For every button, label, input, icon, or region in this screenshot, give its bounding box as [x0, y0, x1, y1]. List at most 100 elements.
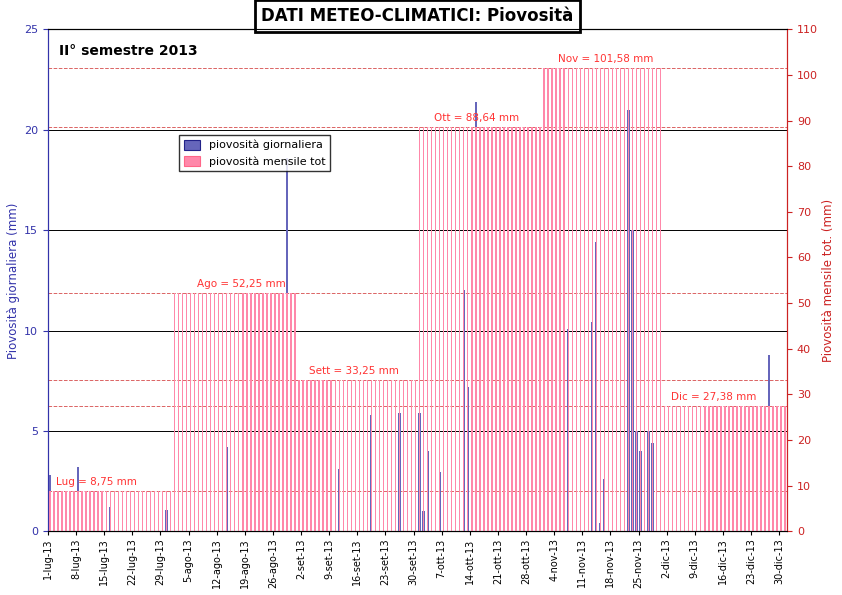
- Bar: [109, 491, 111, 531]
- Bar: [250, 293, 252, 531]
- Bar: [495, 127, 497, 531]
- Bar: [652, 68, 653, 531]
- Bar: [483, 127, 484, 531]
- Bar: [350, 380, 352, 531]
- Bar: [298, 524, 300, 531]
- Bar: [592, 68, 593, 531]
- Bar: [639, 451, 642, 531]
- Bar: [162, 491, 163, 531]
- Text: Ago = 52,25 mm: Ago = 52,25 mm: [196, 279, 285, 289]
- Bar: [603, 479, 605, 531]
- Bar: [49, 475, 51, 531]
- Bar: [61, 491, 62, 531]
- Bar: [499, 127, 501, 531]
- Bar: [627, 109, 630, 531]
- Bar: [704, 499, 706, 531]
- Bar: [772, 491, 774, 531]
- Bar: [53, 521, 55, 531]
- Bar: [712, 406, 713, 531]
- Bar: [568, 68, 569, 531]
- Bar: [475, 127, 477, 531]
- Bar: [294, 404, 296, 531]
- Bar: [439, 127, 440, 531]
- Bar: [455, 127, 456, 531]
- Bar: [286, 158, 288, 531]
- Bar: [134, 491, 135, 531]
- Text: II° semestre 2013: II° semestre 2013: [59, 45, 198, 58]
- Bar: [776, 406, 778, 531]
- Bar: [98, 491, 99, 531]
- Bar: [130, 491, 131, 531]
- Bar: [451, 127, 452, 531]
- Bar: [102, 491, 103, 531]
- Bar: [370, 380, 372, 531]
- Bar: [660, 68, 661, 531]
- Bar: [295, 293, 296, 531]
- Bar: [443, 127, 445, 531]
- Bar: [202, 293, 203, 531]
- Bar: [547, 68, 549, 531]
- Bar: [402, 380, 404, 531]
- Bar: [290, 343, 292, 531]
- Bar: [338, 469, 340, 531]
- Bar: [114, 491, 115, 531]
- Bar: [462, 290, 465, 531]
- Bar: [495, 525, 497, 531]
- Bar: [556, 68, 557, 531]
- Bar: [604, 68, 605, 531]
- Bar: [105, 491, 107, 531]
- Bar: [125, 491, 127, 531]
- Bar: [178, 293, 179, 531]
- Bar: [540, 127, 541, 531]
- Bar: [343, 380, 344, 531]
- Bar: [230, 293, 232, 531]
- Bar: [274, 293, 275, 531]
- Bar: [347, 380, 348, 531]
- Bar: [66, 491, 67, 531]
- Bar: [471, 379, 473, 531]
- Bar: [190, 293, 191, 531]
- Bar: [327, 380, 328, 531]
- Bar: [226, 293, 227, 531]
- Bar: [270, 293, 272, 531]
- Bar: [664, 406, 665, 531]
- Bar: [354, 380, 356, 531]
- Bar: [588, 68, 589, 531]
- Bar: [146, 491, 147, 531]
- Bar: [684, 406, 685, 531]
- Bar: [77, 467, 79, 531]
- Bar: [314, 380, 316, 531]
- Bar: [688, 406, 690, 531]
- Bar: [234, 293, 236, 531]
- Bar: [278, 293, 280, 531]
- Bar: [740, 508, 742, 531]
- Bar: [253, 508, 256, 531]
- Bar: [467, 127, 468, 531]
- Bar: [507, 475, 509, 531]
- Bar: [282, 395, 284, 531]
- Bar: [579, 68, 581, 531]
- Bar: [93, 491, 95, 531]
- Bar: [543, 68, 545, 531]
- Bar: [652, 443, 653, 531]
- Bar: [150, 491, 151, 531]
- Bar: [507, 127, 509, 531]
- Bar: [527, 503, 529, 531]
- Bar: [89, 491, 91, 531]
- Bar: [439, 472, 440, 531]
- Bar: [338, 380, 340, 531]
- Bar: [73, 491, 75, 531]
- Bar: [732, 441, 734, 531]
- Bar: [769, 406, 770, 531]
- Bar: [166, 491, 168, 531]
- Bar: [595, 242, 598, 531]
- Bar: [704, 406, 706, 531]
- Bar: [302, 380, 304, 531]
- Bar: [222, 293, 223, 531]
- Bar: [121, 491, 123, 531]
- Bar: [250, 524, 252, 531]
- Text: Ott = 88,64 mm: Ott = 88,64 mm: [434, 112, 519, 123]
- Bar: [266, 293, 268, 531]
- Bar: [306, 380, 308, 531]
- Bar: [624, 68, 625, 531]
